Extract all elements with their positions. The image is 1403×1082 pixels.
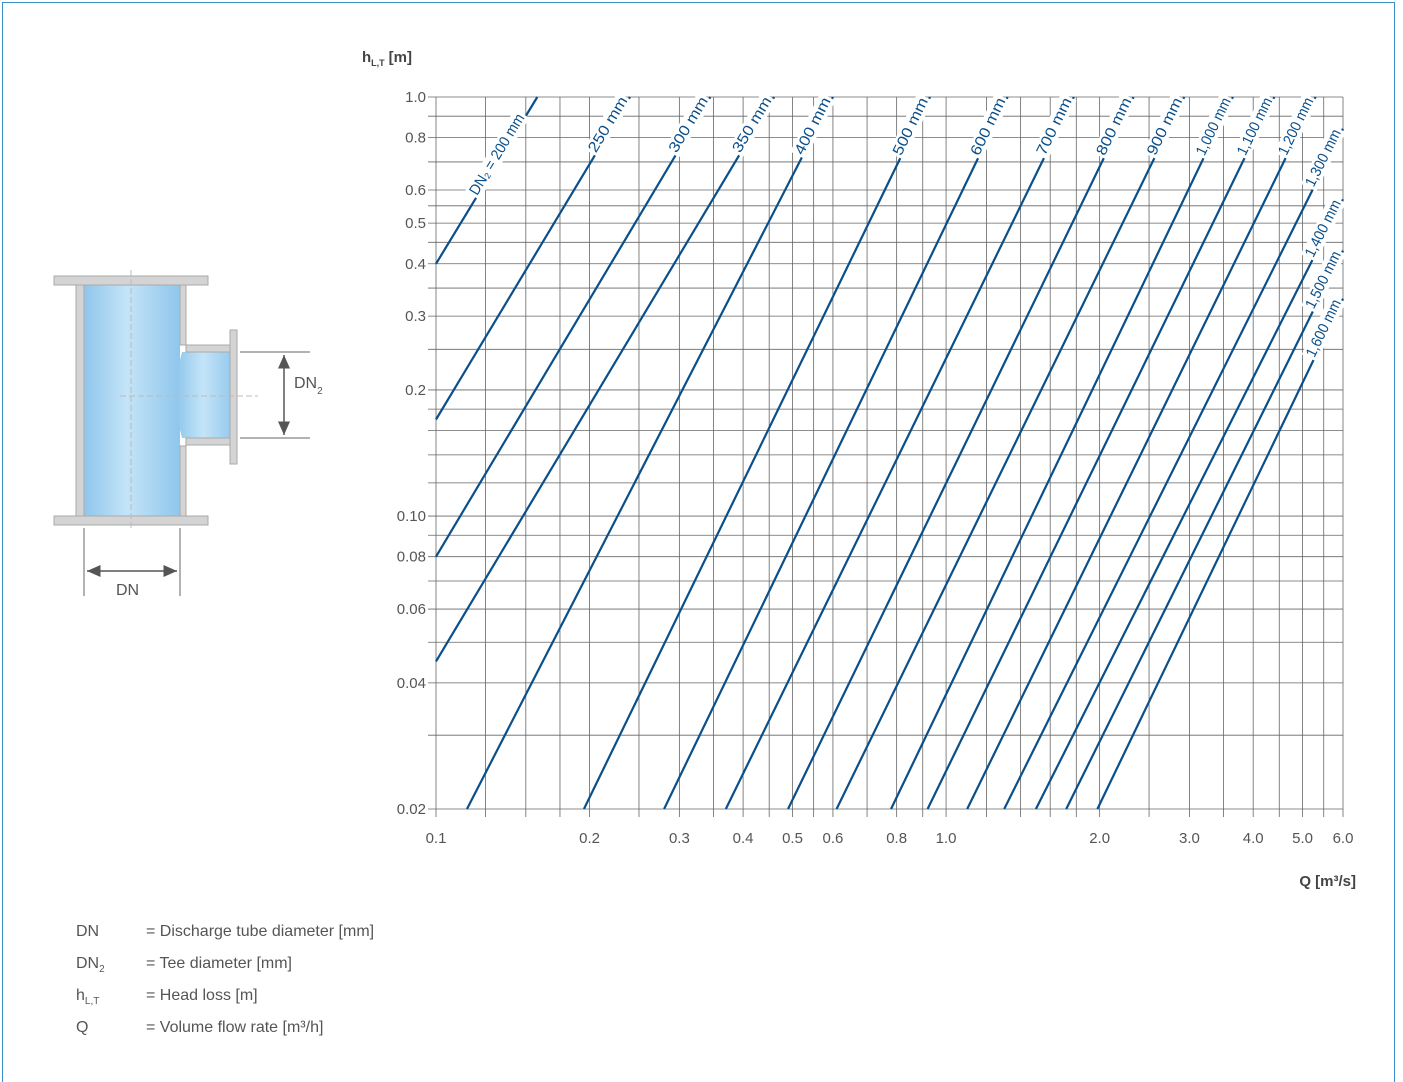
series-label-0: DN₂ = 200 mm <box>466 111 528 198</box>
legend-text: = Head loss [m] <box>146 987 258 1004</box>
y-tick-4: 0.4 <box>405 256 426 273</box>
series-label-5: 500 mm <box>889 95 931 158</box>
series-label-bg-8 <box>1092 93 1137 160</box>
series-label-bg-10 <box>1191 93 1236 161</box>
series-label-bg-0 <box>464 109 530 200</box>
grid <box>428 96 1344 817</box>
series-line-11 <box>926 96 1276 810</box>
series-label-bg-9 <box>1142 93 1187 160</box>
y-tick-8: 0.08 <box>397 549 426 566</box>
y-tick-labels: 1.0 0.8 0.6 0.5 0.4 0.3 0.2 0.10 0.08 0.06 0.04 0.0… <box>397 89 426 818</box>
series-line-9 <box>835 96 1186 810</box>
series-label-bg-16 <box>1301 294 1346 362</box>
x-tick-10: 4.0 <box>1243 830 1264 847</box>
series-label-bg-1 <box>583 92 633 158</box>
series-line-6 <box>663 96 1009 810</box>
legend-symbol: DN <box>76 923 100 940</box>
y-tick-7: 0.10 <box>397 508 426 525</box>
y-tick-5: 0.3 <box>405 308 426 325</box>
series-label-bg-14 <box>1300 195 1346 262</box>
series-label-2: 300 mm <box>665 94 711 156</box>
y-tick-1: 0.8 <box>405 130 426 147</box>
series-line-7 <box>724 96 1075 810</box>
series-label-bg-6 <box>966 93 1011 160</box>
y-tick-0: 1.0 <box>405 89 426 106</box>
x-tick-labels: 0.1 0.2 0.3 0.4 0.5 0.6 0.8 1.0 2.0 3.0 4.0 5.0 6.0 <box>426 830 1354 847</box>
x-tick-12: 6.0 <box>1333 830 1354 847</box>
series-line-15 <box>1065 250 1344 810</box>
series-label-bg-11 <box>1232 93 1278 160</box>
dn-label: DN <box>116 582 139 599</box>
series-label-10: 1,000 mm <box>1193 95 1235 158</box>
series-line-2 <box>435 96 712 558</box>
series-line-10 <box>890 96 1234 810</box>
series-label-1: 250 mm <box>585 94 632 156</box>
series-label-bg-15 <box>1301 246 1346 314</box>
series-line-3 <box>435 96 776 662</box>
legend-row-0: DN = Discharge tube diameter [mm] <box>76 920 374 952</box>
x-axis-title: Q [m³/s] <box>1299 873 1356 890</box>
y-axis-title: hL,T [m] <box>362 49 412 68</box>
series-line-8 <box>787 96 1135 810</box>
dn2-label: DN2 <box>294 375 323 397</box>
series-label-bg-13 <box>1301 124 1346 192</box>
tee-pipe-diagram: DN2 DN <box>53 270 323 599</box>
legend-text: = Volume flow rate [m³/h] <box>146 1019 324 1036</box>
series-line-14 <box>1034 198 1344 810</box>
series-line-12 <box>966 96 1317 810</box>
series-label-bg-5 <box>888 93 933 160</box>
y-tick-2: 0.6 <box>405 182 426 199</box>
series-line-16 <box>1096 298 1344 810</box>
series-line-5 <box>582 96 931 810</box>
main-tube <box>84 282 180 522</box>
legend-text: = Tee diameter [mm] <box>146 955 292 972</box>
x-tick-5: 0.6 <box>822 830 843 847</box>
plot-area: DN₂ = 200 mm 250 mm 300 mm 350 mm 400 mm 500 … <box>362 49 1356 890</box>
x-tick-11: 5.0 <box>1292 830 1313 847</box>
legend-symbol: Q <box>76 1019 89 1036</box>
x-tick-3: 0.4 <box>733 830 754 847</box>
x-tick-9: 3.0 <box>1179 830 1200 847</box>
branch-tube <box>176 352 236 438</box>
x-tick-0: 0.1 <box>426 830 447 847</box>
y-tick-11: 0.02 <box>397 801 426 818</box>
x-tick-6: 0.8 <box>886 830 907 847</box>
series-label-11: 1,100 mm <box>1234 95 1276 158</box>
x-tick-2: 0.3 <box>669 830 690 847</box>
series-label-bg-7 <box>1032 93 1077 160</box>
y-tick-3: 0.5 <box>405 215 426 232</box>
x-tick-7: 1.0 <box>936 830 957 847</box>
series-label-6: 600 mm <box>967 95 1009 158</box>
series-label-bg-4 <box>790 92 836 160</box>
legend-symbol: hL,T <box>76 987 100 1008</box>
y-tick-9: 0.06 <box>397 601 426 618</box>
x-tick-4: 0.5 <box>782 830 803 847</box>
series-line-13 <box>1003 128 1344 810</box>
legend-text: = Discharge tube diameter [mm] <box>146 923 375 940</box>
series-lines: DN₂ = 200 mm 250 mm 300 mm 350 mm 400 mm 500 … <box>435 92 1346 810</box>
series-label-bg-12 <box>1273 93 1319 160</box>
y-tick-6: 0.2 <box>405 382 426 399</box>
series-label-bg-3 <box>727 92 777 158</box>
series-label-7: 700 mm <box>1033 95 1075 158</box>
symbol-legend: DN = Discharge tube diameter [mm] DN2 = Tee… <box>76 920 374 1048</box>
y-tick-10: 0.04 <box>397 675 426 692</box>
legend-symbol: DN2 <box>76 955 105 976</box>
legend-row-3: Q = Volume flow rate [m³/h] <box>76 1016 374 1048</box>
series-label-bg-2 <box>664 92 713 158</box>
series-label-12: 1,200 mm <box>1275 95 1318 158</box>
x-tick-1: 0.2 <box>579 830 600 847</box>
x-tick-8: 2.0 <box>1089 830 1110 847</box>
series-label-4: 400 mm <box>791 95 834 158</box>
series-label-9: 900 mm <box>1144 95 1186 158</box>
series-line-4 <box>465 96 834 810</box>
legend-row-1: DN2 = Tee diameter [mm] <box>76 952 374 984</box>
series-label-3: 350 mm <box>729 94 775 156</box>
legend-row-2: hL,T = Head loss [m] <box>76 984 374 1016</box>
